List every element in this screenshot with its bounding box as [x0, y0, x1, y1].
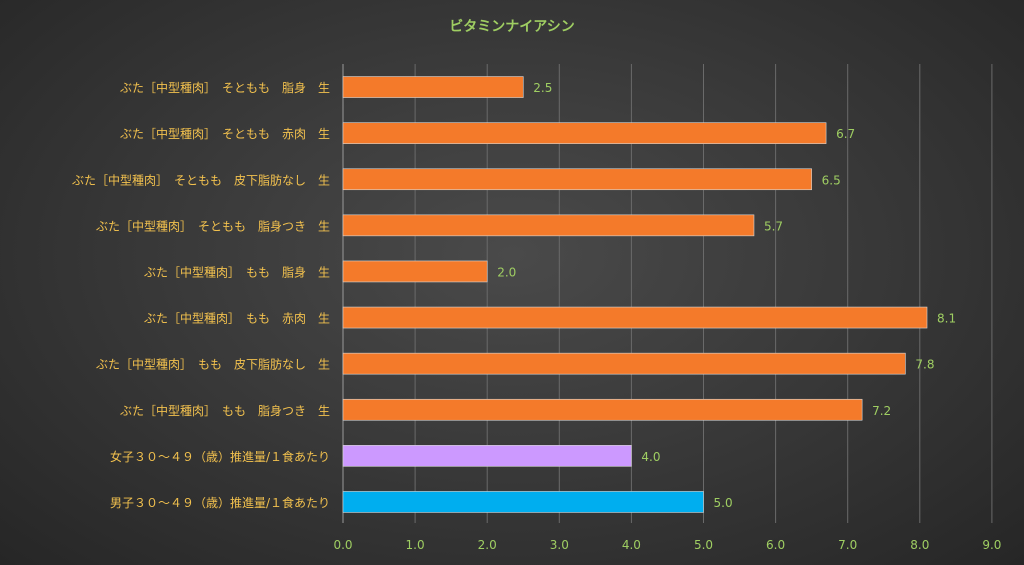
bar	[342, 260, 488, 283]
bar	[342, 76, 524, 98]
data-label: 7.2	[872, 404, 891, 418]
category-label: ぶた［中型種肉］ もも 脂身つき 生	[120, 403, 330, 418]
data-label: 5.7	[764, 219, 783, 233]
category-label: ぶた［中型種肉］ そともも 赤肉 生	[120, 126, 330, 141]
x-tick-labels: 0.0 1.0 2.0 3.0 4.0 5.0 6.0 7.0 8.0 9.0	[333, 538, 1001, 552]
bar	[342, 122, 827, 144]
x-tick-label: 5.0	[694, 538, 713, 552]
category-label: ぶた［中型種肉］ そともも 皮下脂肪なし 生	[72, 172, 330, 187]
x-tick-label: 7.0	[838, 538, 857, 552]
data-label: 7.8	[915, 358, 934, 372]
x-tick-label: 6.0	[766, 538, 785, 552]
chart-title: ビタミンナイアシン	[449, 19, 574, 35]
bar	[342, 352, 906, 375]
category-labels: ぶた［中型種肉］ そともも 脂身 生ぶた［中型種肉］ そともも 赤肉 生ぶた［中…	[72, 80, 330, 510]
data-label: 2.0	[497, 265, 516, 279]
bar	[342, 306, 928, 329]
bar	[342, 398, 863, 421]
bar	[342, 214, 755, 237]
category-label: ぶた［中型種肉］ もも 赤肉 生	[144, 311, 330, 326]
bar	[342, 445, 632, 467]
category-label: ぶた［中型種肉］ そともも 脂身 生	[120, 80, 330, 95]
data-labels: 2.5 6.7 6.5 5.7 2.0 8.1 7.8 7.2 4.0 5.0	[497, 81, 956, 510]
x-tick-label: 9.0	[982, 538, 1001, 552]
x-tick-label: 1.0	[406, 538, 425, 552]
category-label: ぶた［中型種肉］ そともも 脂身つき 生	[96, 218, 330, 233]
data-label: 6.7	[836, 127, 855, 141]
data-label: 2.5	[533, 81, 552, 95]
x-tick-label: 8.0	[910, 538, 929, 552]
category-label: 女子３０～４９（歳）推進量/１食あたり	[110, 449, 330, 464]
category-label: ぶた［中型種肉］ もも 脂身 生	[144, 264, 330, 279]
x-tick-label: 3.0	[550, 538, 569, 552]
x-tick-label: 4.0	[622, 538, 641, 552]
bar	[342, 168, 812, 191]
x-tick-label: 0.0	[333, 538, 352, 552]
x-tick-label: 2.0	[478, 538, 497, 552]
data-label: 5.0	[714, 496, 733, 510]
data-label: 6.5	[822, 173, 841, 187]
data-label: 8.1	[937, 312, 956, 326]
category-label: ぶた［中型種肉］ もも 皮下脂肪なし 生	[96, 357, 330, 372]
bars	[342, 76, 928, 513]
bar	[342, 491, 704, 513]
data-label: 4.0	[641, 450, 660, 464]
category-label: 男子３０～４９（歳）推進量/１食あたり	[110, 495, 330, 510]
